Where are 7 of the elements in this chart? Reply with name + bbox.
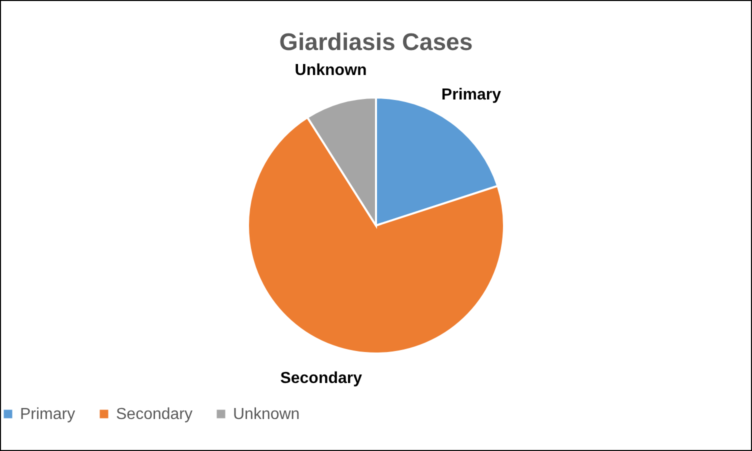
legend-label: Unknown (233, 406, 300, 423)
legend-label: Secondary (116, 406, 192, 423)
chart-title: Giardiasis Cases (279, 29, 473, 56)
slice-label: Secondary (280, 370, 362, 387)
slice-label: Unknown (294, 62, 367, 79)
slice-label: Primary (441, 86, 502, 104)
legend-label: Primary (20, 406, 76, 423)
